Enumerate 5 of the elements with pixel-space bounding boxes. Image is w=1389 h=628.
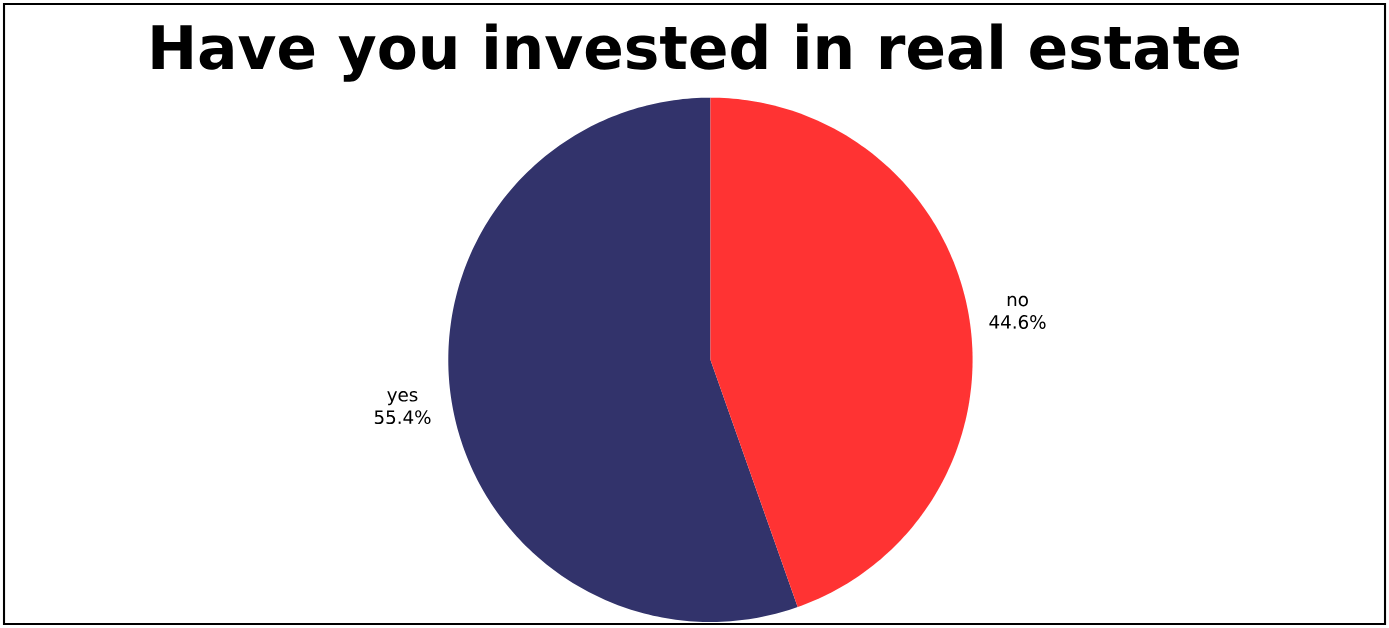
slice-label: no (1007, 295, 1028, 307)
data-label: 55.4% (374, 410, 431, 425)
data-label: 44.6% (989, 315, 1046, 329)
slice-label: yes (387, 391, 418, 406)
chart-title: Have you invested in real estate (152, 23, 1239, 82)
